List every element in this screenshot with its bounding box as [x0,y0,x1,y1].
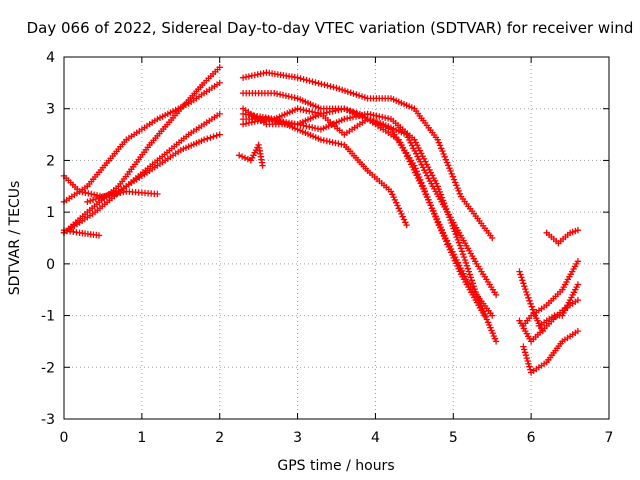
chart-title: Day 066 of 2022, Sidereal Day-to-day VTE… [27,19,634,37]
plus-markers [239,105,488,319]
data-series [239,110,500,345]
plot-frame [63,56,610,420]
plus-markers [535,281,582,330]
x-axis-ticks: 0 1 2 3 4 5 6 7 [60,57,614,446]
y-tick-label: 2 [46,153,55,169]
plus-markers [239,105,496,319]
data-series [543,227,582,247]
data-series [239,69,496,242]
data-series [239,110,410,229]
plus-markers [239,69,496,242]
plus-markers [60,227,103,239]
y-tick-label: -2 [41,360,55,376]
y-axis-label: SDTVAR / TECUs [7,181,23,296]
data-series [535,281,582,330]
data-series [520,327,582,376]
y-tick-label: 0 [46,257,55,273]
y-tick-label: 1 [46,205,55,221]
plus-markers [60,172,161,200]
data-series [236,141,266,169]
y-tick-label: 4 [46,50,55,66]
y-tick-label: -3 [41,412,55,428]
x-tick-label: 4 [371,430,380,446]
data-series [239,105,496,319]
plus-markers [239,110,500,345]
x-axis-label: GPS time / hours [277,458,394,474]
x-tick-label: 7 [605,430,614,446]
x-tick-label: 6 [527,430,536,446]
data-markers [60,64,582,376]
x-tick-label: 0 [60,430,69,446]
x-tick-label: 5 [449,430,458,446]
plus-markers [543,227,582,247]
data-series [60,227,103,239]
x-tick-label: 3 [293,430,302,446]
data-series [60,172,161,200]
x-tick-label: 2 [215,430,224,446]
plus-markers [239,110,410,229]
y-tick-label: -1 [41,309,55,325]
y-axis-ticks: -3 -2 -1 0 1 2 3 4 [41,50,609,428]
data-series [239,105,488,319]
x-tick-label: 1 [137,430,146,446]
y-tick-label: 3 [46,102,55,118]
plus-markers [520,327,582,376]
plus-markers [236,141,266,169]
